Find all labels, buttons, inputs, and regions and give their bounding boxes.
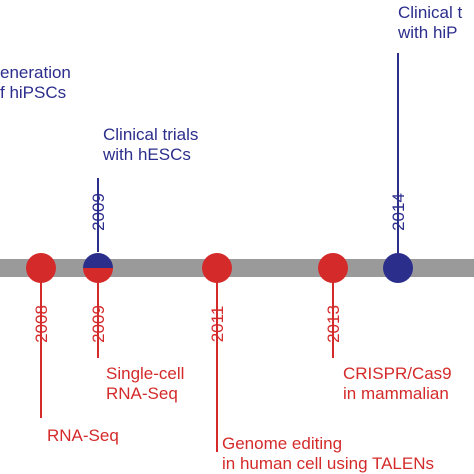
- timeline-bar: [0, 259, 474, 277]
- year-crispr: 2013: [324, 305, 343, 343]
- year-genome-editing: 2011: [208, 306, 227, 343]
- label-genome-editing: Genome editing in human cell using TALEN…: [222, 434, 434, 473]
- label-rna-seq: RNA-Seq: [47, 426, 119, 445]
- label-single-cell: Single-cell RNA-Seq: [106, 364, 185, 403]
- marker-crispr: [318, 253, 348, 283]
- marker-hipsc-trials: [383, 253, 413, 283]
- year-hesc-trials: 2009: [89, 193, 108, 231]
- label-crispr: CRISPR/Cas9 in mammalian: [343, 364, 452, 403]
- marker-2009: [83, 253, 113, 283]
- marker-rna-seq: [26, 253, 56, 283]
- year-single-cell: 2009: [89, 305, 108, 343]
- year-rna-seq: 2008: [32, 305, 51, 343]
- label-hesc-trials: Clinical trials with hESCs: [103, 125, 199, 164]
- marker-genome-editing: [202, 253, 232, 283]
- label-hipsc-trials: Clinical t with hiP: [398, 3, 463, 42]
- year-hipsc-trials: 2014: [389, 193, 408, 231]
- label-hipsc-generation: eneration f hiPSCs: [0, 63, 71, 102]
